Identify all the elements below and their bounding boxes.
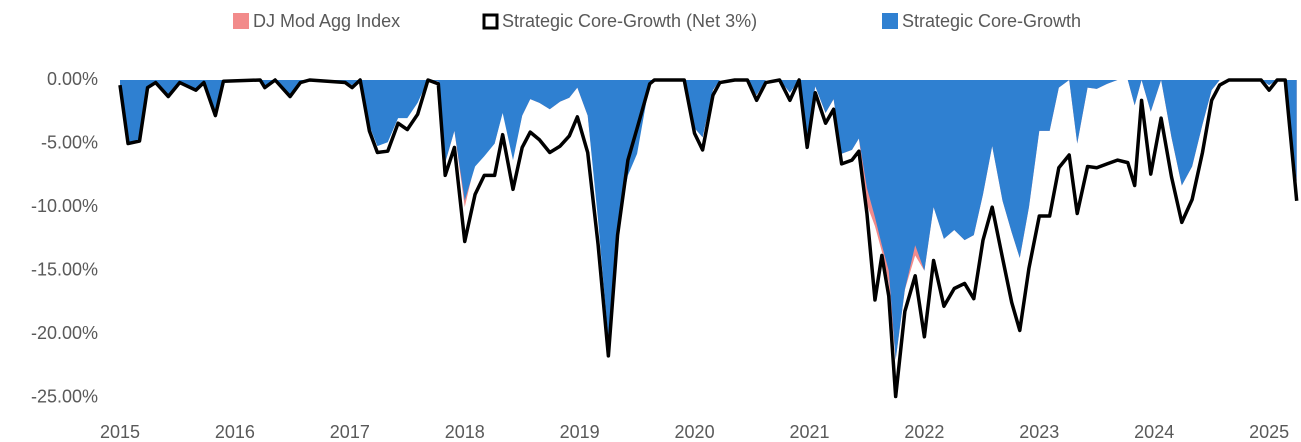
x-tick-label: 2020 (675, 422, 715, 442)
x-tick-label: 2019 (560, 422, 600, 442)
legend-label: Strategic Core-Growth (902, 11, 1081, 31)
x-tick-label: 2021 (789, 422, 829, 442)
x-tick-label: 2018 (445, 422, 485, 442)
area (120, 80, 1297, 360)
x-tick-label: 2022 (904, 422, 944, 442)
x-tick-label: 2017 (330, 422, 370, 442)
x-tick-label: 2024 (1134, 422, 1174, 442)
y-tick-label: -10.00% (31, 196, 98, 216)
y-tick-label: -25.00% (31, 387, 98, 407)
legend-swatch (482, 13, 499, 30)
y-tick-label: -20.00% (31, 323, 98, 343)
x-tick-label: 2016 (215, 422, 255, 442)
legend-swatch (882, 13, 898, 29)
legend-label: Strategic Core-Growth (Net 3%) (502, 11, 757, 31)
x-tick-label: 2023 (1019, 422, 1059, 442)
y-tick-label: -5.00% (41, 132, 98, 152)
x-tick-label: 2015 (100, 422, 140, 442)
y-tick-label: 0.00% (47, 69, 98, 89)
line (118, 78, 1299, 399)
legend-swatch (233, 13, 249, 29)
legend-label: DJ Mod Agg Index (253, 11, 400, 31)
y-tick-label: -15.00% (31, 259, 98, 279)
x-tick-label: 2025 (1249, 422, 1289, 442)
